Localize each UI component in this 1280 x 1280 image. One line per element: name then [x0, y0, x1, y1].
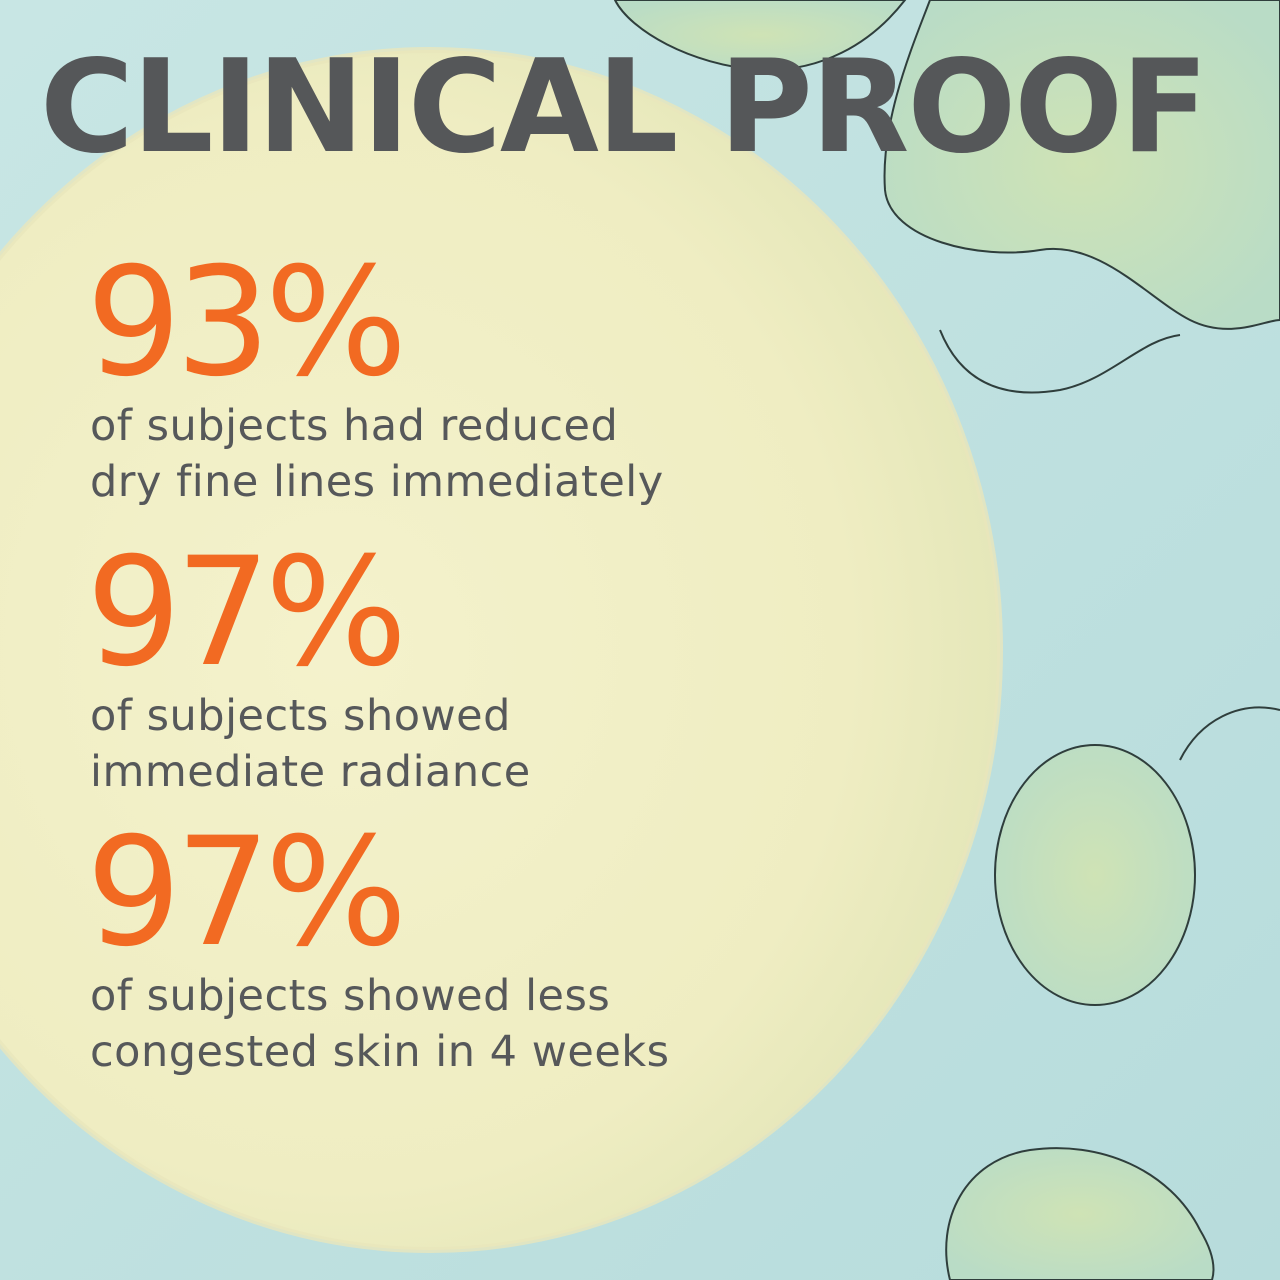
stat-description-line: immediate radiance: [90, 747, 531, 797]
cotton-pad-rim: [0, 47, 1003, 1253]
stat-description-line: congested skin in 4 weeks: [90, 1027, 670, 1077]
stat-percentage: 97%: [86, 806, 407, 980]
stat-description-line: of subjects had reduced: [90, 401, 619, 451]
stat-description: of subjects showed less congested skin i…: [90, 968, 670, 1080]
stat-description-line: of subjects showed: [90, 691, 511, 741]
stat-description: of subjects showed immediate radiance: [90, 688, 531, 800]
stat-description-line: of subjects showed less: [90, 971, 611, 1021]
gel-blob-right: [883, 0, 1280, 330]
gel-oval: [994, 744, 1196, 1006]
gel-blob-bottom: [945, 1147, 1215, 1280]
page-title: CLINICAL PROOF: [40, 33, 1208, 182]
stat-block: 93% of subjects had reduced dry fine lin…: [86, 248, 664, 510]
stat-description: of subjects had reduced dry fine lines i…: [90, 398, 664, 510]
stat-percentage: 97%: [86, 526, 407, 700]
gel-curl: [1179, 706, 1280, 761]
stat-block: 97% of subjects showed immediate radianc…: [86, 538, 531, 800]
cotton-pad: [0, 50, 1000, 1250]
stat-percentage: 93%: [86, 236, 407, 410]
stat-block: 97% of subjects showed less congested sk…: [86, 818, 670, 1080]
gel-blob-middle: [939, 329, 1181, 394]
stat-description-line: dry fine lines immediately: [90, 457, 664, 507]
gel-blob-top: [613, 0, 907, 72]
